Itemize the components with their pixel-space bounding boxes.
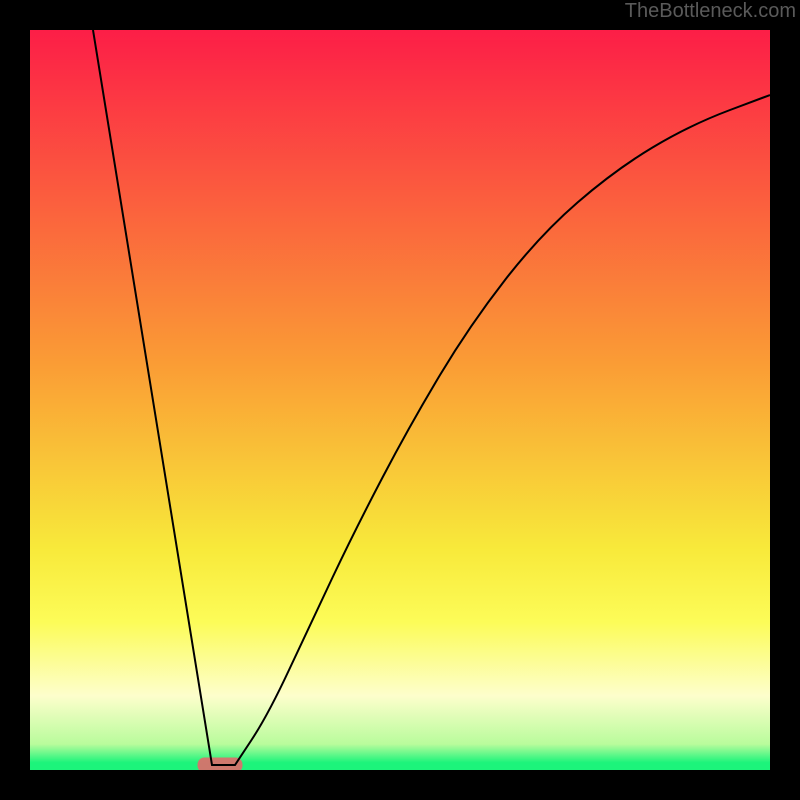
- bottleneck-chart: TheBottleneck.com: [0, 0, 800, 800]
- chart-svg: [0, 0, 800, 800]
- plot-background: [30, 30, 770, 770]
